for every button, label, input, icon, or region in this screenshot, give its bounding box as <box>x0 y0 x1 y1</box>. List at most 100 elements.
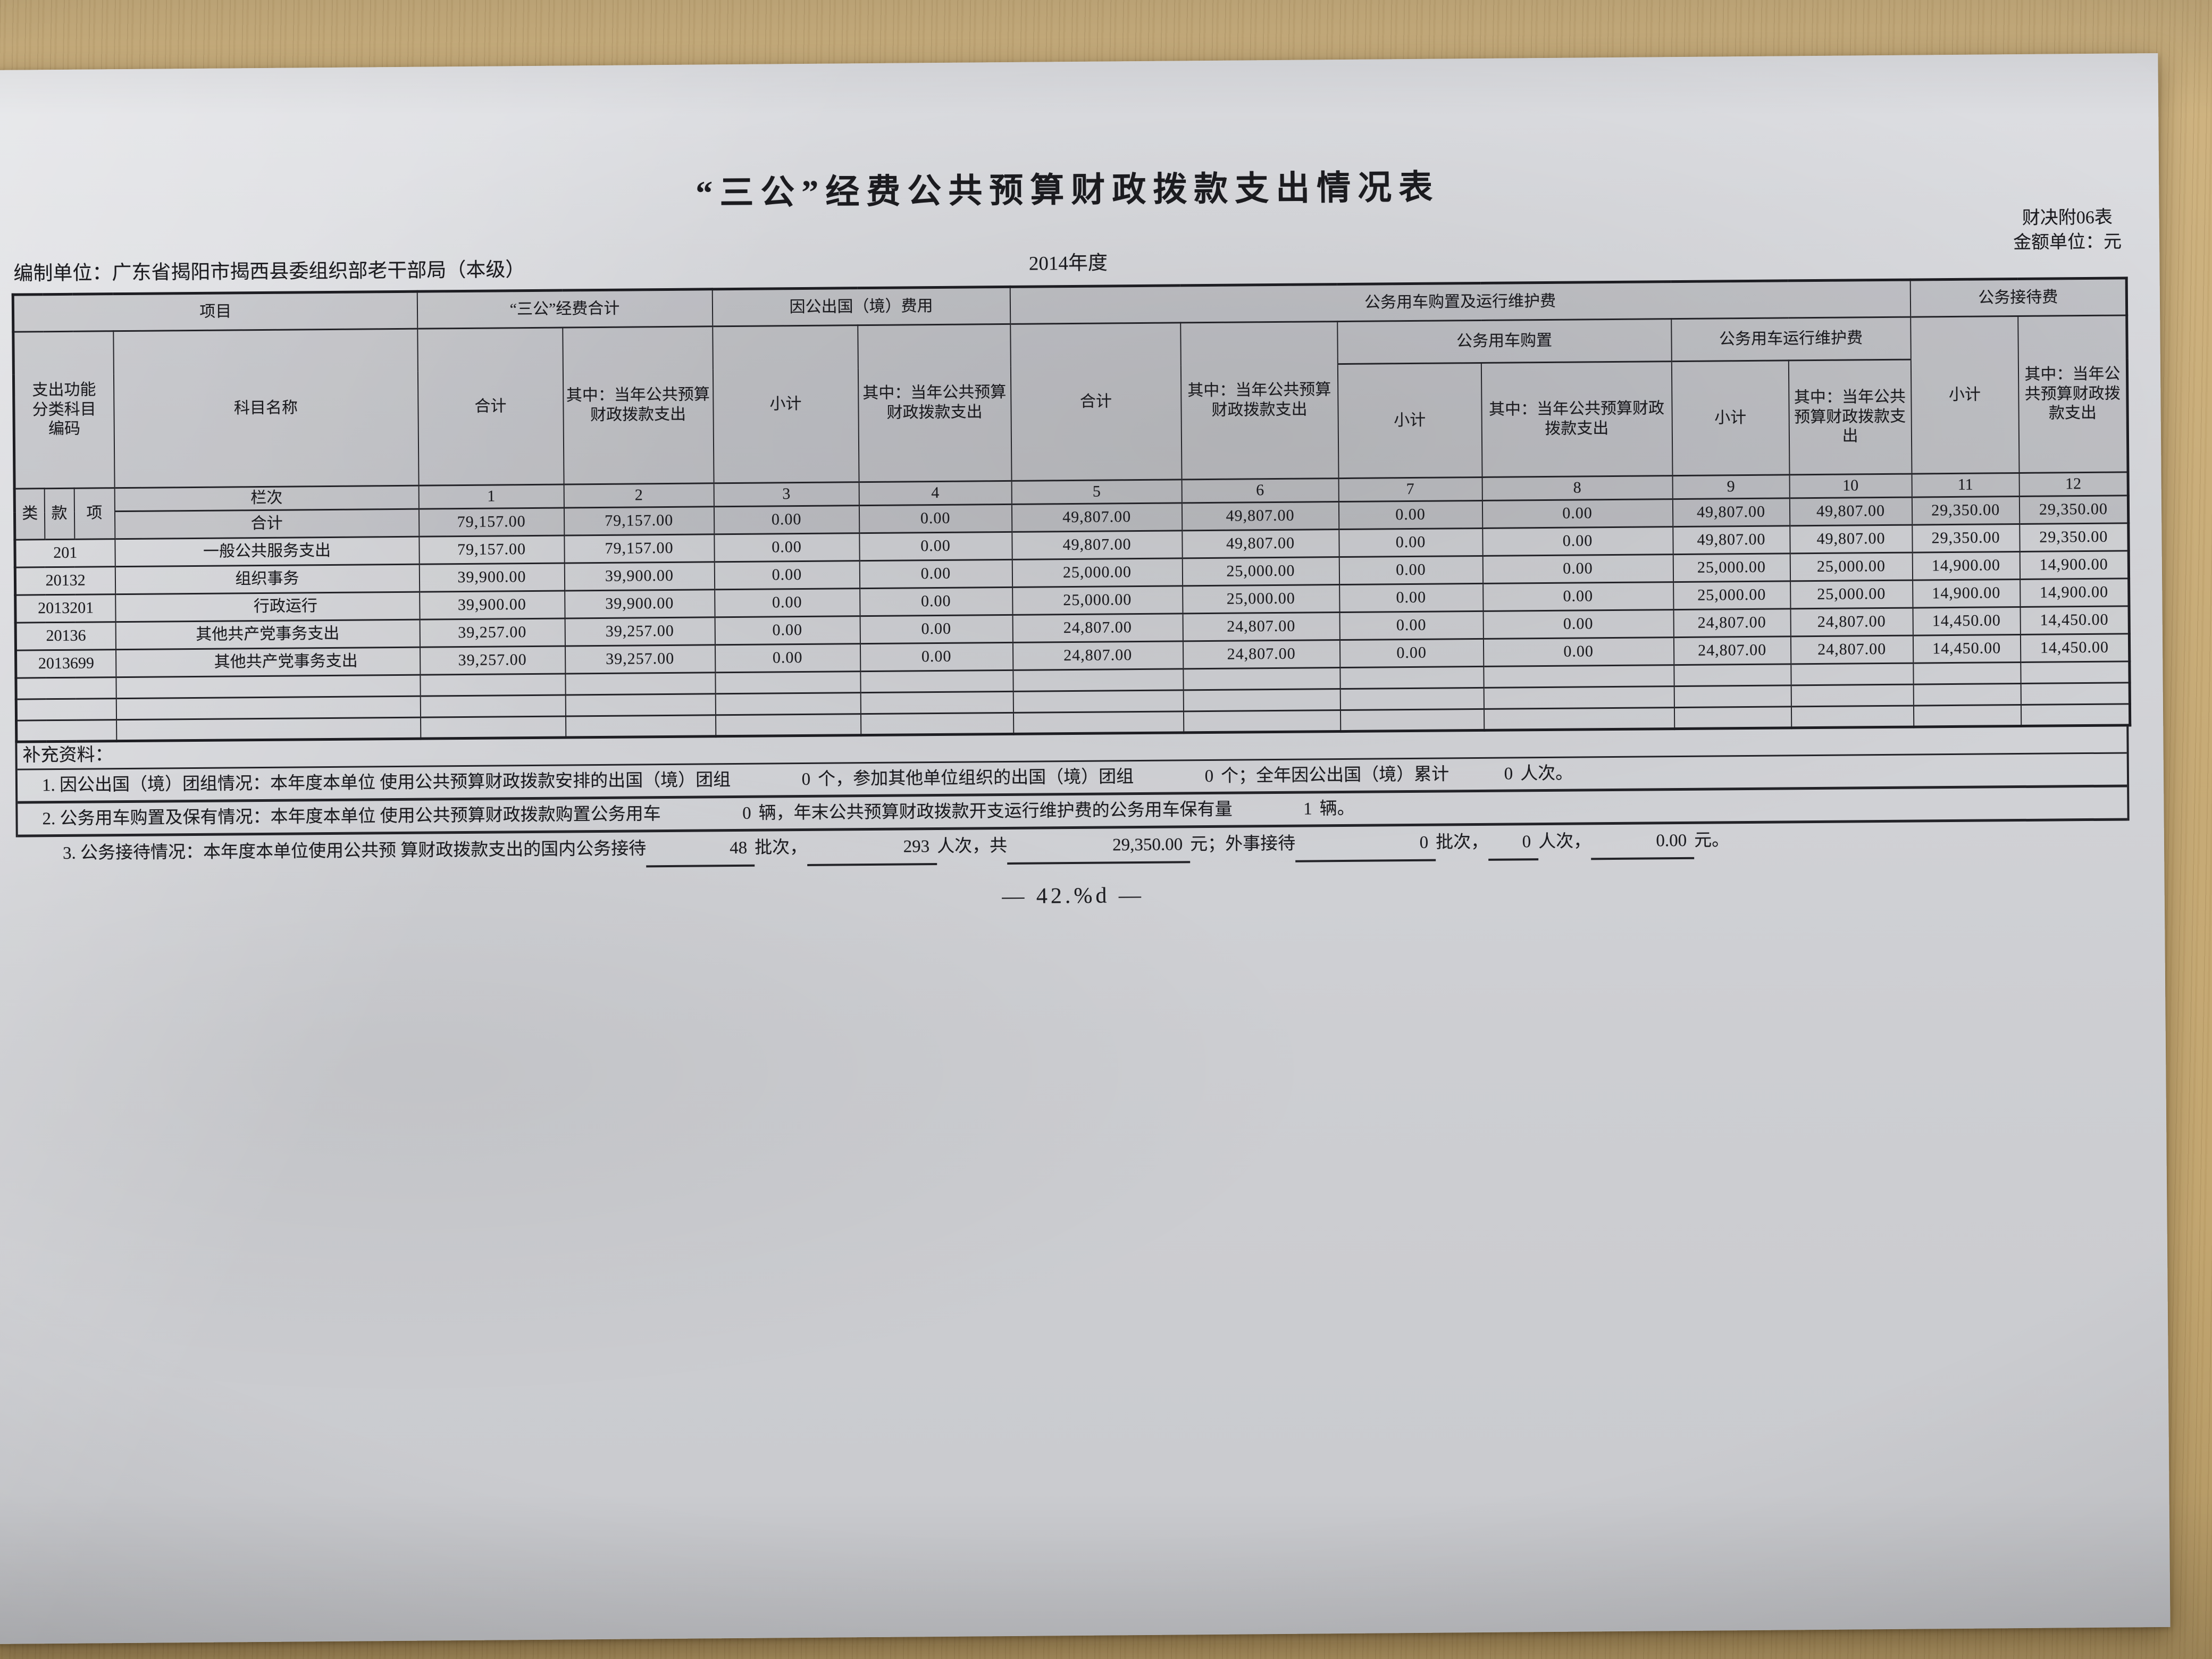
expense-table: 项目 “三公”经费合计 因公出国（境）费用 公务用车购置及运行维护费 公务接待费… <box>11 276 2132 743</box>
empty-cell <box>1340 688 1484 710</box>
empty-cell <box>116 717 421 741</box>
value-cell: 39,900.00 <box>564 589 715 619</box>
prepared-by: 编制单位：广东省揭阳市揭西县委组织部老干部局（本级） <box>13 259 525 285</box>
value-cell: 0.00 <box>1482 499 1673 529</box>
value-cell: 24,807.00 <box>1183 612 1340 641</box>
header-subtotal-3: 小计 <box>712 325 859 483</box>
col-num-cell: 4 <box>859 481 1012 506</box>
empty-cell <box>15 677 116 700</box>
value-cell: 14,900.00 <box>2020 578 2130 607</box>
group-reception: 公务接待费 <box>1910 278 2127 317</box>
empty-cell <box>420 716 566 739</box>
col-num-cell: 2 <box>564 483 714 508</box>
value-cell: 79,157.00 <box>418 535 565 565</box>
empty-cell <box>715 714 861 736</box>
value-cell: 0.00 <box>859 532 1012 561</box>
supp1-text: 个；全年因公出国（境）累计 <box>1221 765 1449 786</box>
col-num-cell: 7 <box>1338 477 1482 502</box>
header-ofwhich-2: 其中：当年公共预算财政拨款支出 <box>562 326 714 485</box>
header-total-5: 合计 <box>1010 322 1182 481</box>
supp3-value-domestic-persons: 293 <box>807 830 937 866</box>
empty-cell <box>715 671 861 694</box>
empty-cell <box>116 696 421 720</box>
empty-cell <box>1013 690 1184 713</box>
value-cell: 0.00 <box>1483 609 1674 639</box>
value-cell: 25,000.00 <box>1182 557 1339 586</box>
value-cell: 0.00 <box>714 505 859 534</box>
value-cell: 25,000.00 <box>1790 552 1913 581</box>
header-subject-name: 科目名称 <box>113 329 419 488</box>
empty-cell <box>1484 686 1674 709</box>
empty-cell <box>1674 685 1791 708</box>
group-abroad: 因公出国（境）费用 <box>712 287 1010 326</box>
empty-cell <box>715 692 861 715</box>
value-cell: 14,450.00 <box>2020 606 2130 635</box>
header-ofwhich-10: 其中：当年公共预算财政拨款支出 <box>1788 359 1912 475</box>
value-cell: 0.00 <box>859 504 1012 533</box>
value-cell: 39,257.00 <box>565 617 715 647</box>
subject-cell: 一般公共服务支出 <box>114 537 420 567</box>
value-cell: 25,000.00 <box>1673 553 1790 582</box>
value-cell: 39,900.00 <box>564 562 715 591</box>
header-subtotal-7: 小计 <box>1337 363 1482 479</box>
supplement-box: 补充资料： 1. 因公出国（境）团组情况：本年度本单位 使用公共预算财政拨款安排… <box>15 726 2130 837</box>
empty-cell <box>860 691 1013 714</box>
supp2-value-owned: 1 <box>1303 799 1312 819</box>
empty-cell <box>1913 705 2021 727</box>
supp3-text: 人次，共 <box>937 836 1008 857</box>
code-cell: 20132 <box>15 566 115 596</box>
value-cell: 29,350.00 <box>1912 524 2020 553</box>
header-code: 支出功能 分类科目 编码 <box>13 331 115 489</box>
value-cell: 25,000.00 <box>1790 580 1913 609</box>
supp3-value-foreign-amount: 0.00 <box>1590 824 1695 860</box>
empty-cell <box>16 698 116 721</box>
supp2-text: 2. 公务用车购置及保有情况：本年度本单位 使用公共预算财政拨款购置公务用车 <box>42 805 661 829</box>
value-cell: 14,450.00 <box>1913 607 2021 636</box>
code-cell: 20136 <box>15 622 116 651</box>
value-cell: 14,900.00 <box>1912 579 2021 608</box>
supp1-text: 个，参加其他单位组织的出国（境）团组 <box>818 767 1134 789</box>
value-cell: 49,807.00 <box>1789 525 1913 554</box>
group-vehicle-total: 公务用车购置及运行维护费 <box>1010 280 1911 324</box>
supp3-value-domestic-batches: 48 <box>646 831 755 868</box>
empty-cell <box>1790 663 1914 685</box>
empty-cell <box>1791 684 1914 707</box>
col-num-cell: 9 <box>1672 474 1790 499</box>
supp3-value-foreign-batches: 0 <box>1295 826 1436 862</box>
empty-cell <box>1340 709 1484 732</box>
value-cell: 49,807.00 <box>1011 530 1183 560</box>
subject-cell: 组织事务 <box>115 564 420 594</box>
empty-cell <box>860 713 1013 735</box>
supp3-value-domestic-amount: 29,350.00 <box>1007 828 1191 865</box>
value-cell: 0.00 <box>715 643 860 673</box>
header-xiang: 项 <box>74 488 115 540</box>
value-cell: 14,900.00 <box>2020 550 2129 580</box>
row-name-cell: 合计 <box>114 509 419 539</box>
supp3-text: 元。 <box>1694 831 1730 850</box>
col-num-cell: 5 <box>1011 479 1182 505</box>
col-num-cell: 11 <box>1912 473 2020 498</box>
value-cell: 24,807.00 <box>1012 613 1183 643</box>
value-cell: 14,450.00 <box>2020 633 2130 663</box>
col-num-cell: 6 <box>1182 478 1339 503</box>
value-cell: 39,900.00 <box>419 591 565 620</box>
value-cell: 0.00 <box>1483 637 1674 667</box>
header-kuan: 款 <box>44 488 74 540</box>
value-cell: 24,807.00 <box>1673 636 1791 665</box>
header-subtotal-11: 小计 <box>1910 316 2020 474</box>
value-cell: 49,807.00 <box>1182 529 1339 558</box>
value-cell: 0.00 <box>1482 554 1673 584</box>
empty-cell <box>1013 711 1184 734</box>
supp3-text: 3. 公务接待情况：本年度本单位使用公共预 算财政拨款支出的国内公务接待 <box>62 839 647 863</box>
value-cell: 24,807.00 <box>1183 640 1340 669</box>
value-cell: 0.00 <box>714 560 860 590</box>
supp3-text: 元；外事接待 <box>1190 834 1296 854</box>
header-ofwhich-8: 其中：当年公共预算财政拨款支出 <box>1481 361 1673 477</box>
supp1-text: 人次。 <box>1520 764 1573 784</box>
empty-cell <box>1791 706 1914 728</box>
empty-cell <box>1913 683 2021 706</box>
supp1-value-groups-other: 0 <box>1204 766 1214 786</box>
value-cell: 24,807.00 <box>1673 608 1791 638</box>
value-cell: 0.00 <box>1482 582 1674 611</box>
empty-cell <box>1183 710 1340 733</box>
